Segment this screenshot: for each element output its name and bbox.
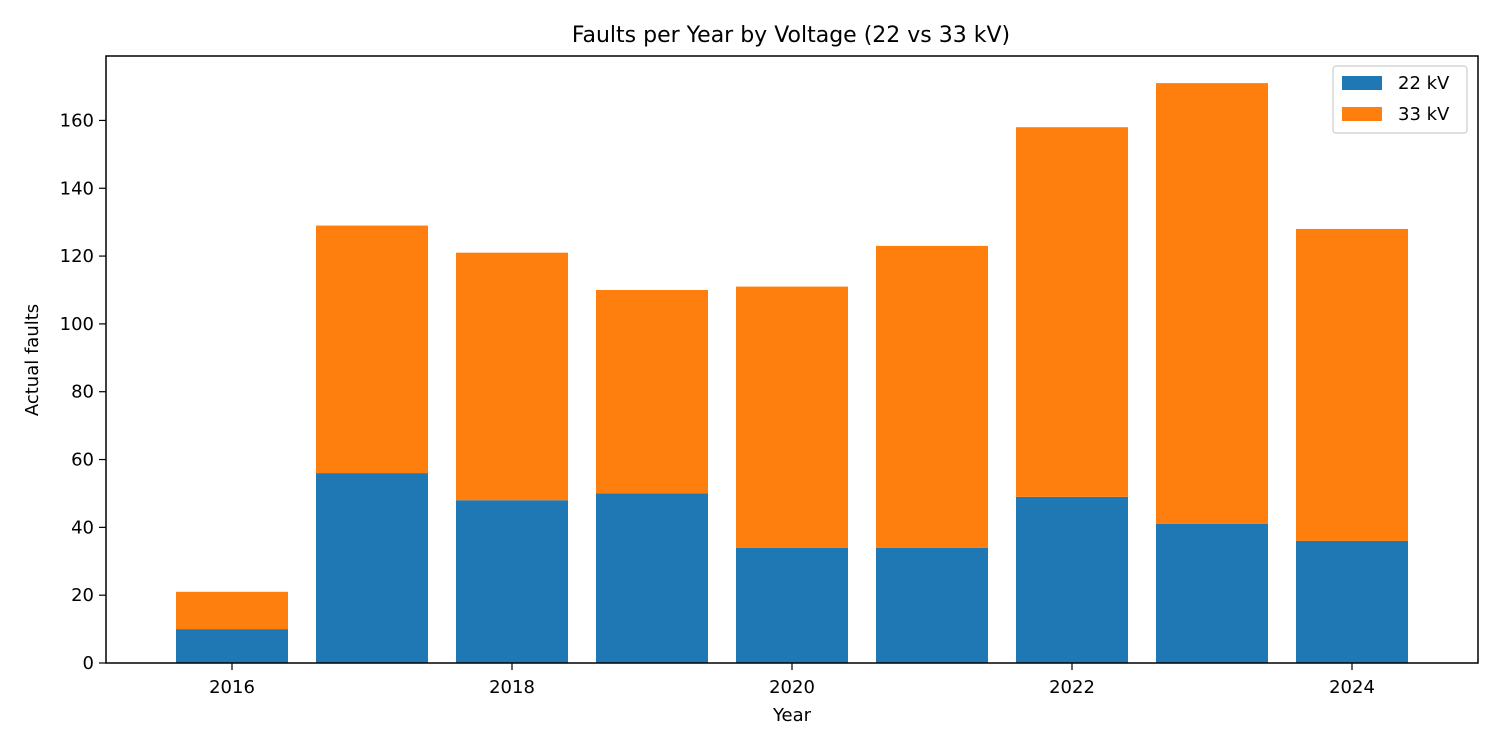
bar-33kv-2019	[596, 289, 708, 494]
x-axis: 2016 2018 2020 2022 2024	[209, 663, 1375, 698]
y-tick-label: 40	[71, 517, 94, 538]
bar-33kv-2024	[1296, 228, 1408, 541]
y-tick-label: 0	[83, 653, 94, 674]
bar-33kv-2021	[876, 245, 988, 548]
y-tick-label: 80	[71, 382, 94, 403]
y-axis-label: Actual faults	[22, 304, 43, 416]
bar-33kv-2017	[316, 225, 428, 474]
y-tick-label: 60	[71, 450, 94, 471]
bar-22kv-2020	[736, 547, 848, 663]
bar-33kv-2020	[736, 286, 848, 548]
y-tick-label: 100	[60, 314, 94, 335]
bars-group	[176, 83, 1408, 663]
legend-swatch-22kv	[1342, 76, 1382, 90]
legend-swatch-33kv	[1342, 107, 1382, 121]
y-tick-label: 160	[60, 110, 94, 131]
bar-22kv-2022	[1016, 496, 1128, 663]
bar-33kv-2016	[176, 591, 288, 630]
y-tick-label: 120	[60, 246, 94, 267]
legend: 22 kV 33 kV	[1332, 65, 1468, 134]
bar-33kv-2018	[456, 252, 568, 501]
y-tick-label: 20	[71, 585, 94, 606]
bar-22kv-2017	[316, 473, 428, 663]
bar-33kv-2023	[1156, 83, 1268, 524]
bar-22kv-2018	[456, 500, 568, 663]
legend-label-33kv: 33 kV	[1398, 104, 1450, 125]
bar-22kv-2019	[596, 493, 708, 663]
bar-33kv-2022	[1016, 127, 1128, 497]
bar-22kv-2023	[1156, 523, 1268, 663]
bar-22kv-2021	[876, 547, 988, 663]
bar-22kv-2024	[1296, 540, 1408, 663]
x-tick-label: 2022	[1049, 677, 1095, 698]
bar-22kv-2016	[176, 629, 288, 663]
chart-title: Faults per Year by Voltage (22 vs 33 kV)	[572, 23, 1010, 48]
y-axis: 0 20 40 60 80 100 120 140 160	[60, 110, 106, 674]
legend-label-22kv: 22 kV	[1398, 73, 1450, 94]
x-axis-label: Year	[772, 705, 812, 726]
x-tick-label: 2024	[1329, 677, 1375, 698]
x-tick-label: 2020	[769, 677, 815, 698]
y-tick-label: 140	[60, 178, 94, 199]
x-tick-label: 2016	[209, 677, 255, 698]
x-tick-label: 2018	[489, 677, 535, 698]
